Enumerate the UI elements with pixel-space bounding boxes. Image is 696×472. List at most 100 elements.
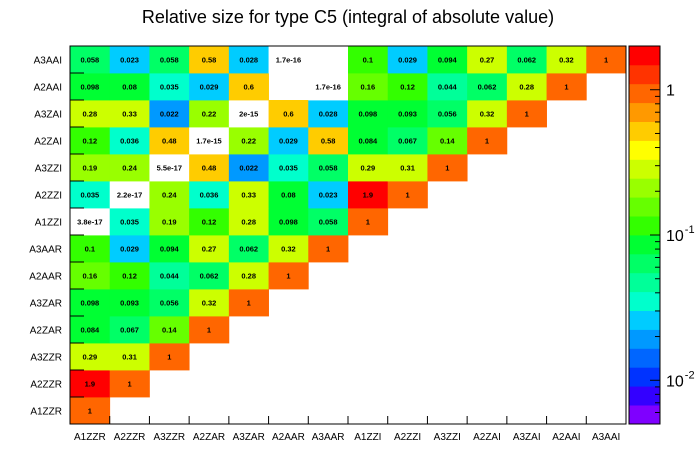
cell-value-label: 0.33: [122, 110, 137, 119]
cell-value-label: 1: [167, 353, 171, 362]
heatmap-cell: [109, 316, 150, 344]
cell-value-label: 0.022: [160, 110, 179, 119]
cell-value-label: 0.19: [83, 164, 98, 173]
heatmap-cell: [427, 46, 468, 74]
cell-value-label: 0.12: [122, 272, 137, 281]
heatmap-cell: [70, 154, 111, 182]
x-tick-label: A2ZZI: [394, 432, 421, 443]
x-tick-label: A1ZZR: [74, 432, 106, 443]
heatmap-cell: [308, 181, 349, 209]
heatmap-cell: [189, 181, 230, 209]
cell-value-label: 0.098: [80, 83, 99, 92]
heatmap-cell: [268, 46, 309, 74]
colorbar-tick-label: 10: [666, 373, 684, 390]
cell-value-label: 0.14: [162, 326, 177, 335]
cell-value-label: 0.24: [122, 164, 137, 173]
cell-value-label: 1: [127, 380, 131, 389]
colorbar-segment: [629, 197, 660, 217]
heatmap-cell: [268, 127, 309, 155]
cell-value-label: 0.48: [162, 137, 177, 146]
colorbar-segment: [629, 253, 660, 274]
heatmap-cell: [228, 46, 269, 74]
cell-value-label: 0.022: [239, 164, 258, 173]
cell-value-label: 0.029: [120, 245, 139, 254]
colorbar-segment: [629, 329, 660, 349]
cell-value-label: 0.12: [202, 218, 217, 227]
heatmap-cell: [109, 262, 150, 290]
cell-value-label: 0.062: [200, 272, 219, 281]
heatmap-cell: [189, 127, 230, 155]
heatmap-cell: [467, 46, 508, 74]
heatmap-cell: [149, 235, 190, 263]
cell-value-label: 1: [485, 137, 489, 146]
heatmap-cell: [70, 316, 111, 344]
colorbar: 10 -210 -11: [628, 45, 695, 425]
cell-value-label: 1: [88, 407, 92, 416]
cell-value-label: 0.08: [281, 191, 296, 200]
cell-value-label: 0.48: [202, 164, 217, 173]
y-tick-label: A3AAR: [29, 245, 62, 256]
heatmap-cell: [268, 208, 309, 236]
cell-value-label: 0.062: [239, 245, 258, 254]
cell-value-label: 0.084: [358, 137, 378, 146]
heatmap-cell: [268, 100, 309, 128]
x-tick-label: A1ZZI: [354, 432, 381, 443]
cell-value-label: 1.7e-16: [315, 83, 340, 92]
cell-value-label: 0.6: [283, 110, 293, 119]
heatmap-cell: [70, 289, 111, 317]
cell-value-label: 0.6: [243, 83, 253, 92]
cell-value-label: 0.31: [122, 353, 137, 362]
heatmap-cell: [427, 100, 468, 128]
heatmap-cell: [427, 154, 468, 182]
heatmap-cell: [427, 127, 468, 155]
heatmap-cell: [546, 73, 587, 101]
cell-value-label: 1: [564, 83, 568, 92]
heatmap-cell: [228, 73, 269, 101]
heatmap-cell: [228, 181, 269, 209]
heatmap-cell: [348, 100, 389, 128]
cell-value-label: 0.062: [478, 83, 497, 92]
colorbar-segment: [629, 348, 660, 368]
cell-value-label: 0.093: [398, 110, 417, 119]
cell-value-label: 5.5e-17: [157, 164, 182, 173]
heatmap-cell: [228, 100, 269, 128]
colorbar-segment: [629, 235, 660, 255]
heatmap-cell: [467, 127, 508, 155]
y-tick-label: A1ZZR: [30, 407, 62, 418]
heatmap-cell: [70, 73, 111, 101]
cell-value-label: 0.33: [241, 191, 256, 200]
cell-value-label: 1: [207, 326, 211, 335]
cell-value-label: 0.28: [83, 110, 98, 119]
y-tick-label: A3ZAI: [34, 110, 62, 121]
colorbar-segment: [629, 178, 660, 198]
heatmap-cell: [228, 262, 269, 290]
colorbar-tick-label: 1: [666, 83, 675, 100]
cell-value-label: 0.14: [440, 137, 455, 146]
colorbar-segment: [629, 64, 660, 85]
cell-value-label: 1: [366, 218, 370, 227]
cell-value-label: 0.035: [160, 83, 179, 92]
cell-value-label: 0.58: [202, 56, 217, 65]
cell-value-label: 0.12: [400, 83, 415, 92]
heatmap-cell: [348, 127, 389, 155]
x-tick-label: A2ZAI: [473, 432, 501, 443]
y-tick-label: A2AAR: [29, 272, 62, 283]
cell-value-label: 1: [247, 299, 251, 308]
heatmap-cell: [109, 181, 150, 209]
cell-value-label: 0.28: [241, 218, 256, 227]
cell-value-label: 3.8e-17: [77, 218, 102, 227]
cell-value-label: 0.16: [361, 83, 376, 92]
heatmap-cell: [228, 289, 269, 317]
heatmap-cell: [109, 73, 150, 101]
cell-value-label: 0.32: [480, 110, 495, 119]
x-tick-label: A3ZZI: [434, 432, 461, 443]
chart-title: Relative size for type C5 (integral of a…: [142, 7, 554, 27]
cell-value-label: 0.035: [80, 191, 99, 200]
heatmap-cell: [70, 343, 111, 371]
heatmap-cell: [109, 370, 150, 398]
heatmap-cell: [387, 154, 428, 182]
heatmap-cell: [149, 100, 190, 128]
cell-value-label: 0.27: [480, 56, 495, 65]
heatmap-cell: [149, 262, 190, 290]
heatmap-cell: [189, 100, 230, 128]
